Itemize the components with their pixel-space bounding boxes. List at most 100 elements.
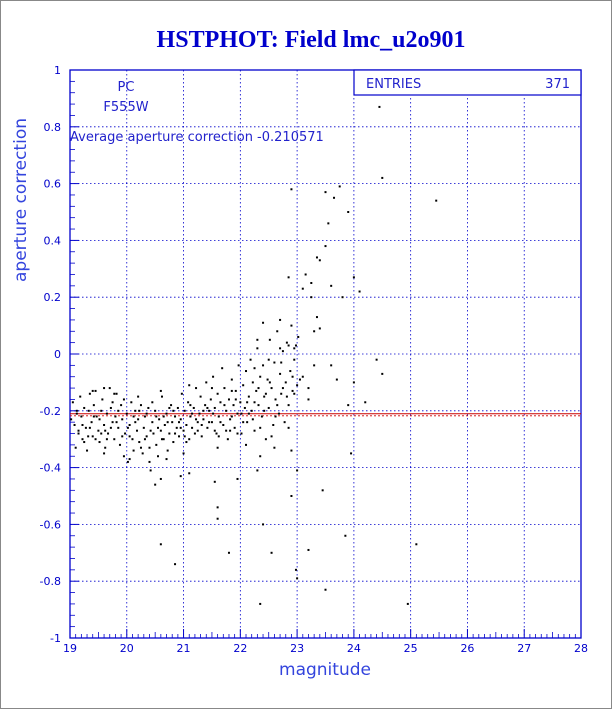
- data-point: [236, 432, 239, 435]
- data-point: [94, 389, 97, 392]
- data-point: [266, 378, 269, 381]
- data-point: [70, 418, 73, 421]
- x-tick-label: 24: [347, 642, 361, 655]
- data-point: [250, 409, 253, 412]
- data-point: [375, 358, 378, 361]
- data-point: [270, 387, 273, 390]
- data-point: [183, 409, 186, 412]
- data-point: [283, 421, 286, 424]
- data-point: [245, 443, 248, 446]
- data-point: [195, 387, 198, 390]
- data-point: [87, 435, 90, 438]
- data-point: [213, 406, 216, 409]
- data-point: [234, 398, 237, 401]
- data-point: [189, 404, 192, 407]
- data-point: [118, 443, 121, 446]
- data-point: [223, 387, 226, 390]
- data-point: [247, 395, 250, 398]
- x-tick-label: 26: [460, 642, 474, 655]
- data-point: [172, 409, 175, 412]
- data-point: [182, 452, 185, 455]
- data-point: [229, 418, 232, 421]
- data-point: [151, 421, 154, 424]
- data-point: [202, 409, 205, 412]
- data-point: [113, 392, 116, 395]
- data-point: [285, 341, 288, 344]
- data-point: [210, 387, 213, 390]
- data-point: [259, 455, 262, 458]
- data-point: [260, 415, 263, 418]
- data-point: [259, 602, 262, 605]
- data-point: [185, 424, 188, 426]
- data-point: [307, 387, 310, 390]
- data-point: [352, 381, 355, 384]
- data-point: [149, 469, 152, 472]
- data-point: [91, 389, 94, 392]
- y-tick-label: 0: [54, 348, 61, 361]
- data-point: [160, 438, 163, 441]
- data-point: [104, 446, 107, 449]
- data-point: [83, 406, 86, 409]
- data-point: [284, 381, 287, 384]
- data-point: [406, 602, 409, 605]
- x-tick-label: 28: [574, 642, 588, 655]
- x-axis: 19 20 21 22 23 24 25 26 27 28: [63, 629, 588, 655]
- data-point: [217, 415, 220, 418]
- data-point: [277, 412, 280, 415]
- data-point: [138, 409, 141, 412]
- data-point: [189, 415, 192, 418]
- y-axis: 1 0.8 0.6 0.4 0.2 0 -0.2 -0.4 -0.6 -0.8 -1: [40, 64, 79, 645]
- y-tick-label: -0.6: [40, 518, 61, 531]
- data-point: [330, 364, 333, 367]
- data-point: [155, 443, 158, 446]
- data-point: [178, 421, 181, 424]
- data-point: [335, 378, 338, 381]
- data-point: [205, 381, 208, 384]
- data-point: [92, 404, 95, 407]
- data-point: [109, 426, 112, 429]
- data-point: [122, 455, 125, 458]
- data-point: [91, 435, 94, 438]
- data-point: [281, 350, 284, 353]
- data-point: [185, 441, 188, 444]
- y-tick-label: -0.2: [40, 405, 61, 418]
- data-point: [92, 415, 95, 418]
- data-point: [279, 372, 282, 375]
- data-point: [255, 389, 258, 392]
- y-tick-label: 0.6: [44, 178, 62, 191]
- data-point: [168, 432, 171, 435]
- data-point: [126, 426, 129, 429]
- data-point: [162, 438, 165, 441]
- data-point: [242, 384, 245, 387]
- data-point: [233, 426, 236, 429]
- data-point: [179, 475, 182, 478]
- data-point: [206, 406, 209, 409]
- data-point: [280, 392, 283, 395]
- data-point: [259, 426, 262, 429]
- x-tick-label: 22: [233, 642, 247, 655]
- data-point: [215, 432, 218, 435]
- data-point: [236, 412, 239, 415]
- data-point: [264, 392, 267, 395]
- data-point: [285, 395, 288, 398]
- data-point: [74, 446, 77, 449]
- data-point: [259, 375, 262, 378]
- data-point: [217, 435, 220, 438]
- data-point: [246, 401, 249, 404]
- data-point: [191, 426, 194, 429]
- data-point: [287, 426, 290, 429]
- data-point: [296, 577, 299, 580]
- data-point: [293, 347, 296, 350]
- data-point: [287, 404, 290, 407]
- stats-label: ENTRIES: [366, 77, 421, 92]
- data-point: [294, 568, 297, 571]
- data-point: [139, 446, 142, 449]
- data-point: [291, 389, 294, 392]
- data-point: [130, 401, 133, 404]
- data-point: [183, 435, 186, 438]
- data-point: [237, 364, 240, 367]
- instrument-label: PC: [118, 80, 135, 95]
- data-point: [315, 256, 318, 259]
- data-point: [264, 438, 267, 441]
- data-point: [318, 259, 321, 262]
